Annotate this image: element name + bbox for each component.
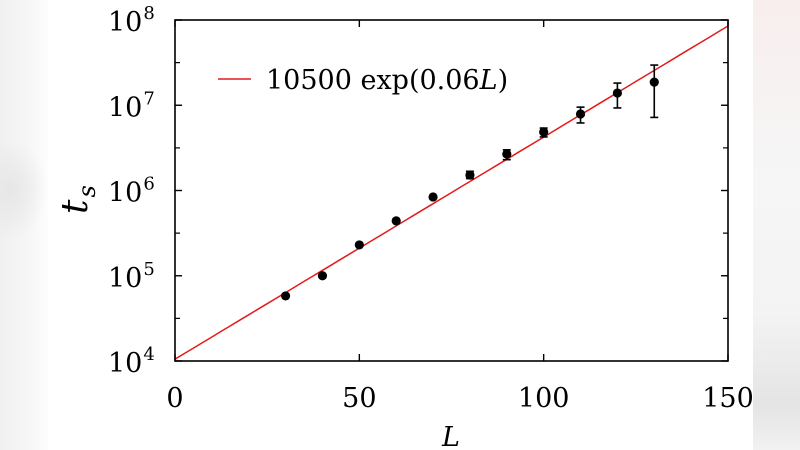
- legend-label: 10500 exp(0.06L): [266, 65, 508, 96]
- y-tick-label: 105: [108, 259, 155, 294]
- data-point: [281, 291, 291, 301]
- y-minor-ticks: [175, 62, 728, 319]
- x-tick-label: 100: [518, 383, 570, 414]
- background-left-blur: [0, 0, 48, 450]
- x-tick-labels: 0 50 100 150: [166, 383, 753, 414]
- data-point: [317, 271, 328, 281]
- data-point: [612, 88, 623, 98]
- fit-line: [174, 25, 729, 360]
- data-points: [281, 64, 659, 301]
- plot-frame: [174, 19, 729, 362]
- data-point: [428, 192, 438, 202]
- data-point: [502, 149, 512, 159]
- data-point: [575, 109, 586, 119]
- x-axis-label: L: [441, 422, 460, 450]
- data-point: [465, 170, 475, 180]
- x-tick-label: 150: [702, 383, 754, 414]
- data-point: [354, 240, 364, 250]
- y-tick-label: 108: [108, 3, 155, 38]
- y-axis-label: ts: [55, 185, 101, 214]
- y-tick-label: 104: [108, 344, 155, 379]
- background-right-blur: [753, 0, 800, 450]
- data-point: [539, 127, 549, 137]
- data-point: [649, 77, 659, 87]
- data-point: [391, 216, 401, 226]
- y-tick-labels: 104 105 106 107 108: [108, 3, 155, 379]
- legend: 10500 exp(0.06L): [218, 65, 508, 96]
- x-tick-label: 50: [342, 383, 376, 414]
- y-tick-label: 107: [108, 88, 155, 123]
- x-tick-label: 0: [166, 383, 183, 414]
- y-tick-label: 106: [108, 174, 155, 209]
